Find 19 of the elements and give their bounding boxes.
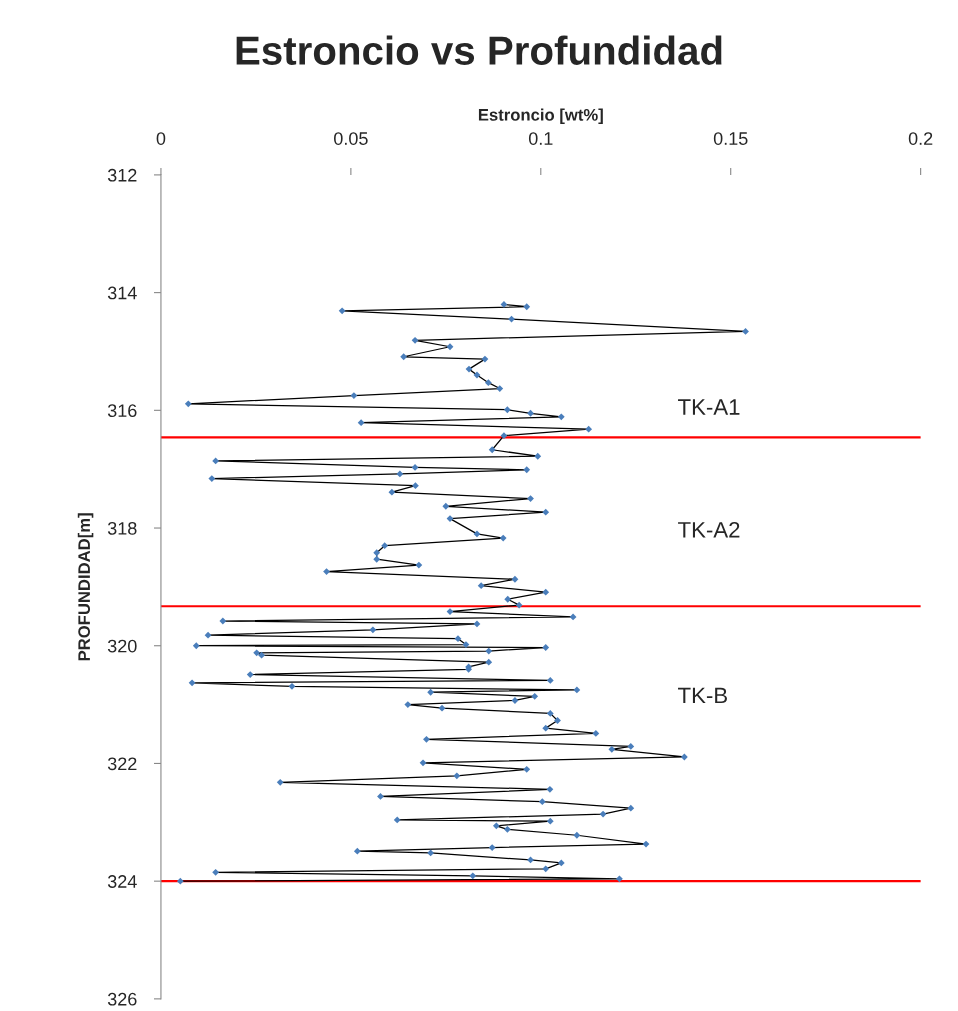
y-tick-label: 314 — [107, 286, 137, 300]
y-tick-label: 312 — [107, 168, 137, 182]
y-tick-label: 318 — [107, 521, 137, 535]
annotation: TK-B — [678, 687, 727, 704]
y-tick-label: 322 — [107, 757, 137, 771]
annotation: TK-A2 — [678, 521, 740, 538]
x-tick-label: 0.05 — [334, 132, 368, 145]
y-tick-label: 320 — [107, 639, 137, 653]
annotation: TK-A1 — [678, 399, 740, 415]
y-tick-label: 324 — [107, 875, 137, 888]
x-axis-title: Estroncio [wt%] — [478, 108, 603, 125]
x-tick-label: 0 — [156, 132, 166, 145]
y-tick-label: 316 — [107, 404, 137, 418]
y-axis-title: PROFUNDIDAD[m] — [77, 513, 94, 661]
x-tick-label: 0.15 — [713, 132, 748, 145]
x-tick-label: 0.1 — [528, 132, 553, 145]
chart-title: Estroncio vs Profundidad — [236, 35, 722, 65]
y-tick-label: 326 — [107, 992, 137, 1006]
x-tick-label: 0.2 — [908, 132, 933, 145]
